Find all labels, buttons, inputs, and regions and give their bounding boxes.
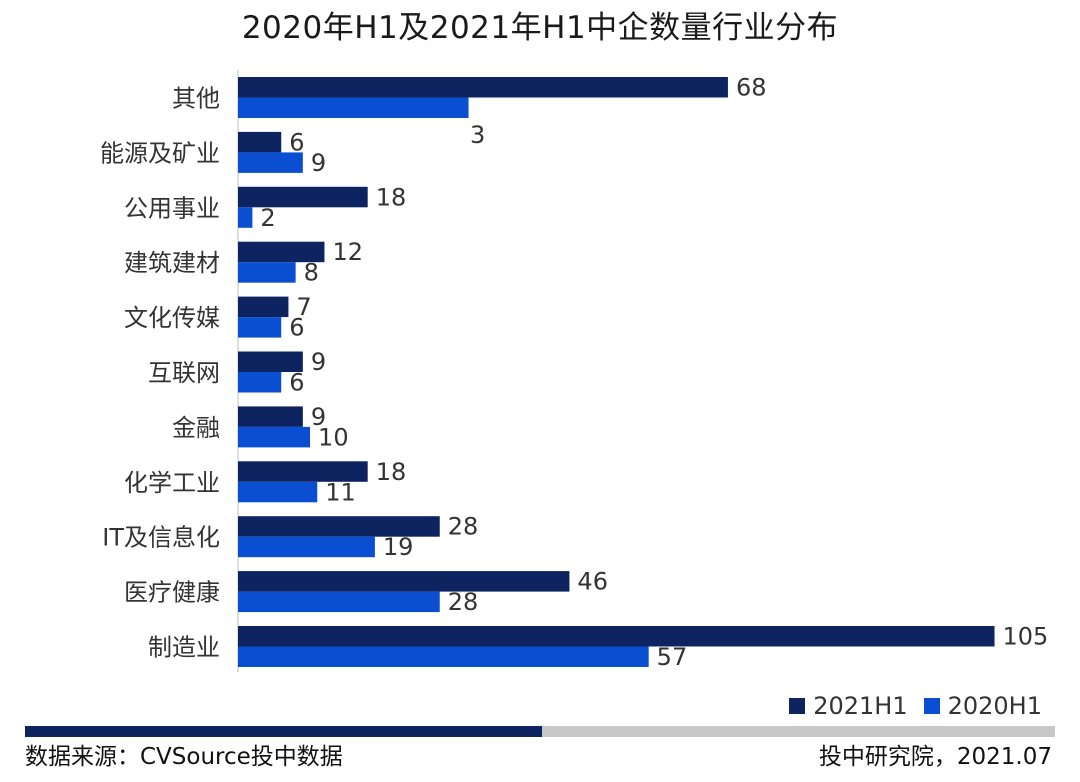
data-label: 2 [260,204,275,232]
bar-2021h1-10 [238,626,995,647]
bar-2021h1-4 [238,296,289,318]
credit-note: 投中研究院，2021.07 [818,744,1052,770]
legend: 2021H1 2020H1 [773,692,1042,720]
bar-2020h1-1 [238,152,303,173]
bar-2020h1-2 [238,207,253,228]
category-label: 互联网 [148,359,220,387]
legend-swatch-2020h1 [923,698,940,714]
legend-swatch-2021h1 [789,698,806,714]
bar-2020h1-8 [238,536,375,558]
data-label: 18 [376,183,407,211]
bar-2020h1-5 [238,372,282,393]
bar-2021h1-0 [238,77,728,98]
footer-divider [25,726,1055,737]
bar-2021h1-2 [238,186,368,208]
data-label: 6 [289,128,304,156]
data-label: 68 [736,74,767,102]
chart-title: 2020年H1及2021年H1中企数量行业分布 [241,10,839,46]
data-label: 9 [311,348,326,376]
bar-2020h1-3 [238,262,296,283]
data-label: 12 [332,238,363,266]
data-label: 7 [296,293,311,321]
bar-2021h1-9 [238,571,570,592]
data-label: 18 [376,458,407,486]
data-label: 57 [657,643,688,671]
data-label: 9 [311,403,326,431]
category-label: IT及信息化 [102,524,220,552]
data-label: 28 [448,588,479,616]
legend-label-2020h1: 2020H1 [947,692,1042,720]
legend-item-2020h1: 2020H1 [923,692,1042,720]
data-label: 10 [318,423,349,451]
category-label: 其他 [172,85,220,113]
data-label: 6 [289,314,304,342]
footer-divider-light [542,726,1055,737]
data-label: 46 [577,568,608,596]
data-label: 6 [289,369,304,397]
bar-2020h1-0 [238,97,469,118]
bar-2020h1-9 [238,591,440,613]
category-label: 医疗健康 [124,579,220,607]
bar-2020h1-4 [238,317,282,338]
source-note: 数据来源：CVSource投中数据 [25,744,343,770]
bar-2021h1-5 [238,351,303,372]
bar-2021h1-3 [238,241,325,263]
data-label: 19 [383,533,414,561]
bar-2021h1-7 [238,461,368,482]
data-label: 105 [1003,623,1049,651]
data-label: 9 [311,149,326,177]
category-label: 文化传媒 [124,304,220,332]
legend-label-2021h1: 2021H1 [813,692,908,720]
category-label: 公用事业 [124,194,220,222]
data-label: 8 [304,259,319,287]
bar-2021h1-6 [238,406,303,427]
bar-2020h1-6 [238,426,311,448]
bar-2021h1-1 [238,131,282,153]
data-label: 28 [448,513,479,541]
bar-2021h1-8 [238,516,440,537]
category-label: 金融 [172,414,220,442]
legend-item-2021h1: 2021H1 [789,692,908,720]
category-label: 制造业 [148,634,220,662]
category-label: 化学工业 [124,469,220,497]
category-label: 建筑建材 [124,249,220,277]
data-label: 3 [470,121,485,149]
data-label: 11 [325,478,356,506]
bar-2020h1-7 [238,481,318,503]
footer-divider-dark [25,726,542,737]
bar-2020h1-10 [238,646,649,667]
category-label: 能源及矿业 [100,139,220,167]
